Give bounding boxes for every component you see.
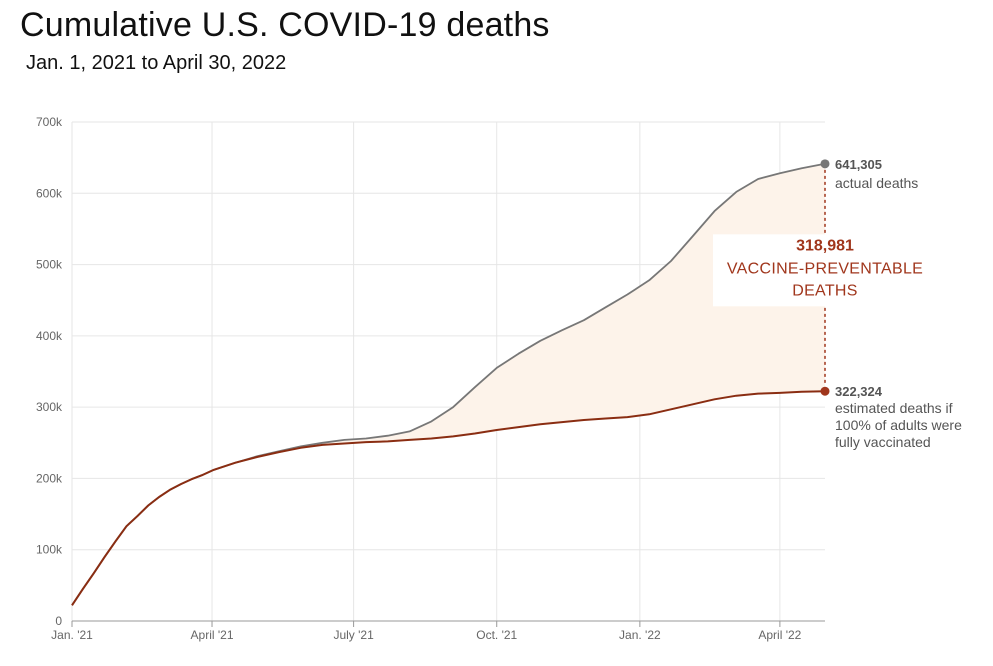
y-tick-label: 700k (36, 115, 63, 129)
y-tick-label: 100k (36, 543, 63, 557)
actual-end-value: 641,305 (835, 157, 882, 172)
chart-title: Cumulative U.S. COVID-19 deaths (20, 6, 550, 44)
series-line-estimated-deaths (71, 390, 826, 606)
estimated-end-label: fully vaccinated (835, 434, 931, 450)
estimated-end-value: 322,324 (835, 384, 883, 399)
x-tick-label: Jan. '21 (51, 628, 93, 642)
y-tick-label: 0 (55, 614, 62, 628)
gap-value: 318,981 (796, 237, 854, 254)
data-point-actual-end (820, 159, 830, 169)
gap-label: VACCINE-PREVENTABLE (727, 260, 923, 277)
vaccine-preventable-area (72, 163, 825, 606)
y-tick-label: 200k (36, 471, 63, 485)
estimated-end-label: 100% of adults were (835, 417, 962, 433)
chart-subtitle: Jan. 1, 2021 to April 30, 2022 (26, 52, 287, 74)
y-tick-label: 300k (36, 400, 63, 414)
actual-end-label: actual deaths (835, 175, 918, 191)
x-tick-label: July '21 (333, 628, 374, 642)
y-tick-label: 400k (36, 329, 63, 343)
gap-label-background (713, 234, 935, 307)
x-tick-label: Oct. '21 (476, 628, 517, 642)
data-point-estimated-end (820, 386, 830, 396)
x-tick-label: April '22 (758, 628, 801, 642)
y-tick-label: 600k (36, 186, 63, 200)
y-tick-label: 500k (36, 258, 63, 272)
x-tick-label: Jan. '22 (619, 628, 661, 642)
x-tick-label: April '21 (191, 628, 234, 642)
estimated-end-label: estimated deaths if (835, 400, 953, 416)
gap-label: DEATHS (792, 282, 858, 299)
